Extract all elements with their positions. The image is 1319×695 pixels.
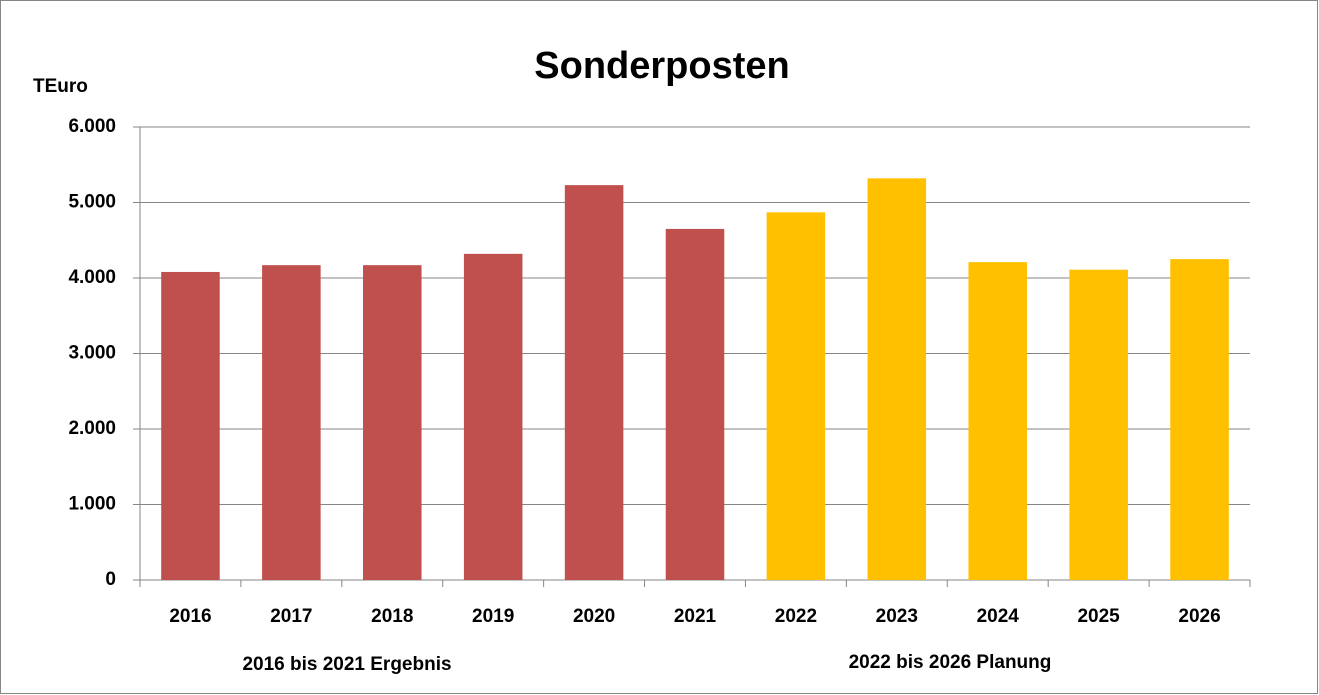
chart-title: Sonderposten (534, 45, 789, 87)
y-tick-label: 0 (105, 569, 116, 590)
x-tick-label: 2020 (573, 606, 615, 627)
x-tick-label: 2017 (270, 606, 312, 627)
bar (463, 253, 523, 580)
x-tick-label: 2019 (472, 606, 514, 627)
bar (161, 271, 220, 580)
x-tick-label: 2023 (876, 606, 918, 627)
bar (968, 262, 1027, 580)
y-tick-label: 5.000 (68, 192, 116, 213)
bar (766, 212, 826, 580)
y-tick-label: 3.000 (68, 343, 116, 364)
y-tick-label: 1.000 (68, 494, 116, 515)
bar (665, 228, 725, 581)
bar (867, 178, 927, 580)
y-tick-label: 4.000 (68, 267, 116, 288)
x-tick-label: 2024 (977, 606, 1020, 627)
x-tick-label: 2016 (169, 606, 211, 627)
bar (564, 185, 624, 580)
y-axis-label: TEuro (33, 76, 88, 97)
x-tick-label: 2021 (674, 606, 717, 627)
bar (1069, 269, 1128, 580)
x-tick-label: 2025 (1077, 606, 1120, 627)
annotation: 2022 bis 2026 Planung (849, 652, 1052, 673)
bar (363, 265, 422, 580)
y-tick-label: 2.000 (68, 418, 116, 439)
bar (262, 265, 321, 580)
y-tick-label: 6.000 (68, 116, 116, 137)
x-tick-label: 2022 (775, 606, 817, 627)
bar (1170, 259, 1229, 580)
x-tick-label: 2026 (1178, 606, 1220, 627)
x-tick-label: 2018 (371, 606, 413, 627)
annotation: 2016 bis 2021 Ergebnis (242, 654, 451, 675)
